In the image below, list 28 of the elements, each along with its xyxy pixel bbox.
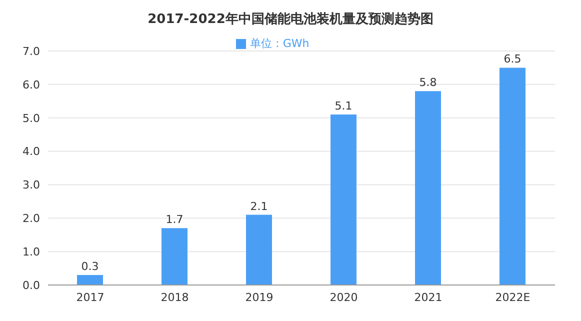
y-tick-label: 1.0 xyxy=(22,245,40,258)
bar xyxy=(500,68,526,285)
bar xyxy=(330,114,356,285)
bar xyxy=(415,91,441,285)
x-tick-label: 2022E xyxy=(495,290,530,304)
bar xyxy=(77,274,103,285)
data-label: 0.3 xyxy=(81,260,99,273)
data-label: 6.5 xyxy=(504,52,522,66)
y-tick-label: 2.0 xyxy=(22,212,40,226)
x-tick-label: 2019 xyxy=(245,290,274,304)
legend-label: 单位：GWh xyxy=(250,37,310,50)
chart-title: 2017-2022年中国储能电池装机量及预测趋势图 xyxy=(146,11,434,29)
bar xyxy=(162,228,188,285)
y-tick-label: 7.0 xyxy=(22,44,40,58)
x-tick-label: 2017 xyxy=(76,290,104,304)
bar xyxy=(246,214,272,285)
y-tick-label: 4.0 xyxy=(22,145,40,158)
y-tick-label: 0.0 xyxy=(22,278,40,292)
x-tick-label: 2020 xyxy=(330,290,358,304)
data-label: 5.1 xyxy=(334,100,352,113)
data-label: 2.1 xyxy=(250,200,268,213)
data-label: 5.8 xyxy=(419,76,437,90)
data-label: 1.7 xyxy=(166,213,184,226)
x-tick-label: 2018 xyxy=(160,290,189,304)
y-tick-label: 3.0 xyxy=(22,178,40,192)
y-tick-label: 5.0 xyxy=(22,112,40,125)
y-tick-label: 6.0 xyxy=(22,78,40,92)
x-tick-label: 2021 xyxy=(414,290,442,304)
